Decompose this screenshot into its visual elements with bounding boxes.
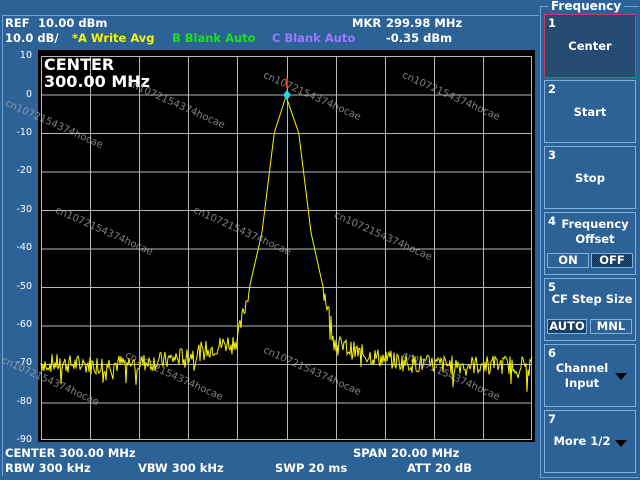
softkey-frequency-offset[interactable]: 4 Frequency Offset ON OFF <box>544 212 636 275</box>
y-tick-label: -10 <box>16 127 32 138</box>
submenu-arrow-icon <box>615 373 627 380</box>
softkey-label-line2: Input <box>564 376 600 390</box>
softkey-menu-title: Frequency <box>548 0 625 13</box>
span-readout: SPAN 20.00 MHz <box>353 446 460 460</box>
softkey-number: 5 <box>548 280 557 294</box>
ref-label: REF <box>5 16 30 30</box>
softkey-number: 3 <box>548 148 557 162</box>
softkey-number: 4 <box>548 214 557 228</box>
cf-step-auto-option[interactable]: AUTO <box>547 319 587 334</box>
softkey-label: Stop <box>575 171 605 185</box>
softkey-number: 1 <box>548 16 557 30</box>
y-tick-label: -40 <box>16 242 32 253</box>
submenu-arrow-icon <box>615 440 627 447</box>
softkey-start[interactable]: 2 Start <box>544 80 636 143</box>
softkey-label-line1: Frequency <box>561 217 629 231</box>
y-tick-label: -90 <box>16 434 32 445</box>
y-tick-label: -60 <box>16 319 32 330</box>
spectrum-graph[interactable] <box>38 50 535 442</box>
softkey-label: Start <box>573 105 607 119</box>
main-display-frame <box>2 15 539 476</box>
grid <box>41 56 532 440</box>
y-tick-label: -80 <box>16 396 32 407</box>
y-tick-label: 10 <box>19 50 32 61</box>
trace-a-status: *A Write Avg <box>72 31 155 45</box>
cf-step-mnl-option[interactable]: MNL <box>590 319 632 334</box>
trace-b-status: B Blank Auto <box>172 31 256 45</box>
trace-a-line <box>40 94 533 392</box>
offset-off-option[interactable]: OFF <box>591 253 633 268</box>
softkey-label: CF Step Size <box>551 292 633 306</box>
y-tick-label: -30 <box>16 204 32 215</box>
scale-per-div: 10.0 dB/ <box>5 31 59 45</box>
y-tick-label: -20 <box>16 165 32 176</box>
softkey-label: Center <box>568 39 612 53</box>
softkey-label-line1: Channel <box>555 361 609 375</box>
offset-on-option[interactable]: ON <box>547 253 589 268</box>
softkey-label-line2: Offset <box>575 232 615 246</box>
softkey-label: More 1/2 <box>553 434 611 448</box>
trace-c-status: C Blank Auto <box>272 31 356 45</box>
marker-level: -0.35 dBm <box>386 31 453 45</box>
softkey-number: 6 <box>548 346 557 360</box>
y-tick-label: -70 <box>16 357 32 368</box>
center-frequency-readout: CENTER 300.00 MHz <box>5 446 136 460</box>
softkey-cf-step-size[interactable]: 5 CF Step Size AUTO MNL <box>544 278 636 341</box>
softkey-more[interactable]: 7 More 1/2 <box>544 410 636 473</box>
ref-level: 10.00 dBm <box>38 16 108 30</box>
marker-frequency: 299.98 MHz <box>386 16 463 30</box>
center-frequency-overlay: CENTER 300.00 MHz <box>44 56 150 90</box>
center-overlay-title: CENTER <box>44 55 115 74</box>
spectrum-plot <box>40 56 533 440</box>
center-overlay-value: 300.00 MHz <box>44 72 150 91</box>
softkey-number: 2 <box>548 82 557 96</box>
attenuation-readout: ATT 20 dB <box>407 461 472 475</box>
y-tick-label: 0 <box>25 89 32 100</box>
softkey-number: 7 <box>548 412 557 426</box>
sweep-time-readout: SWP 20 ms <box>275 461 348 475</box>
softkey-center[interactable]: 1 Center <box>544 14 636 78</box>
softkey-stop[interactable]: 3 Stop <box>544 146 636 209</box>
softkey-channel-input[interactable]: 6 Channel Input <box>544 344 636 407</box>
y-tick-label: -50 <box>16 281 32 292</box>
marker-label: MKR <box>352 16 382 30</box>
rbw-readout: RBW 300 kHz <box>5 461 91 475</box>
marker-diamond-icon[interactable] <box>283 90 291 100</box>
vbw-readout: VBW 300 kHz <box>138 461 224 475</box>
